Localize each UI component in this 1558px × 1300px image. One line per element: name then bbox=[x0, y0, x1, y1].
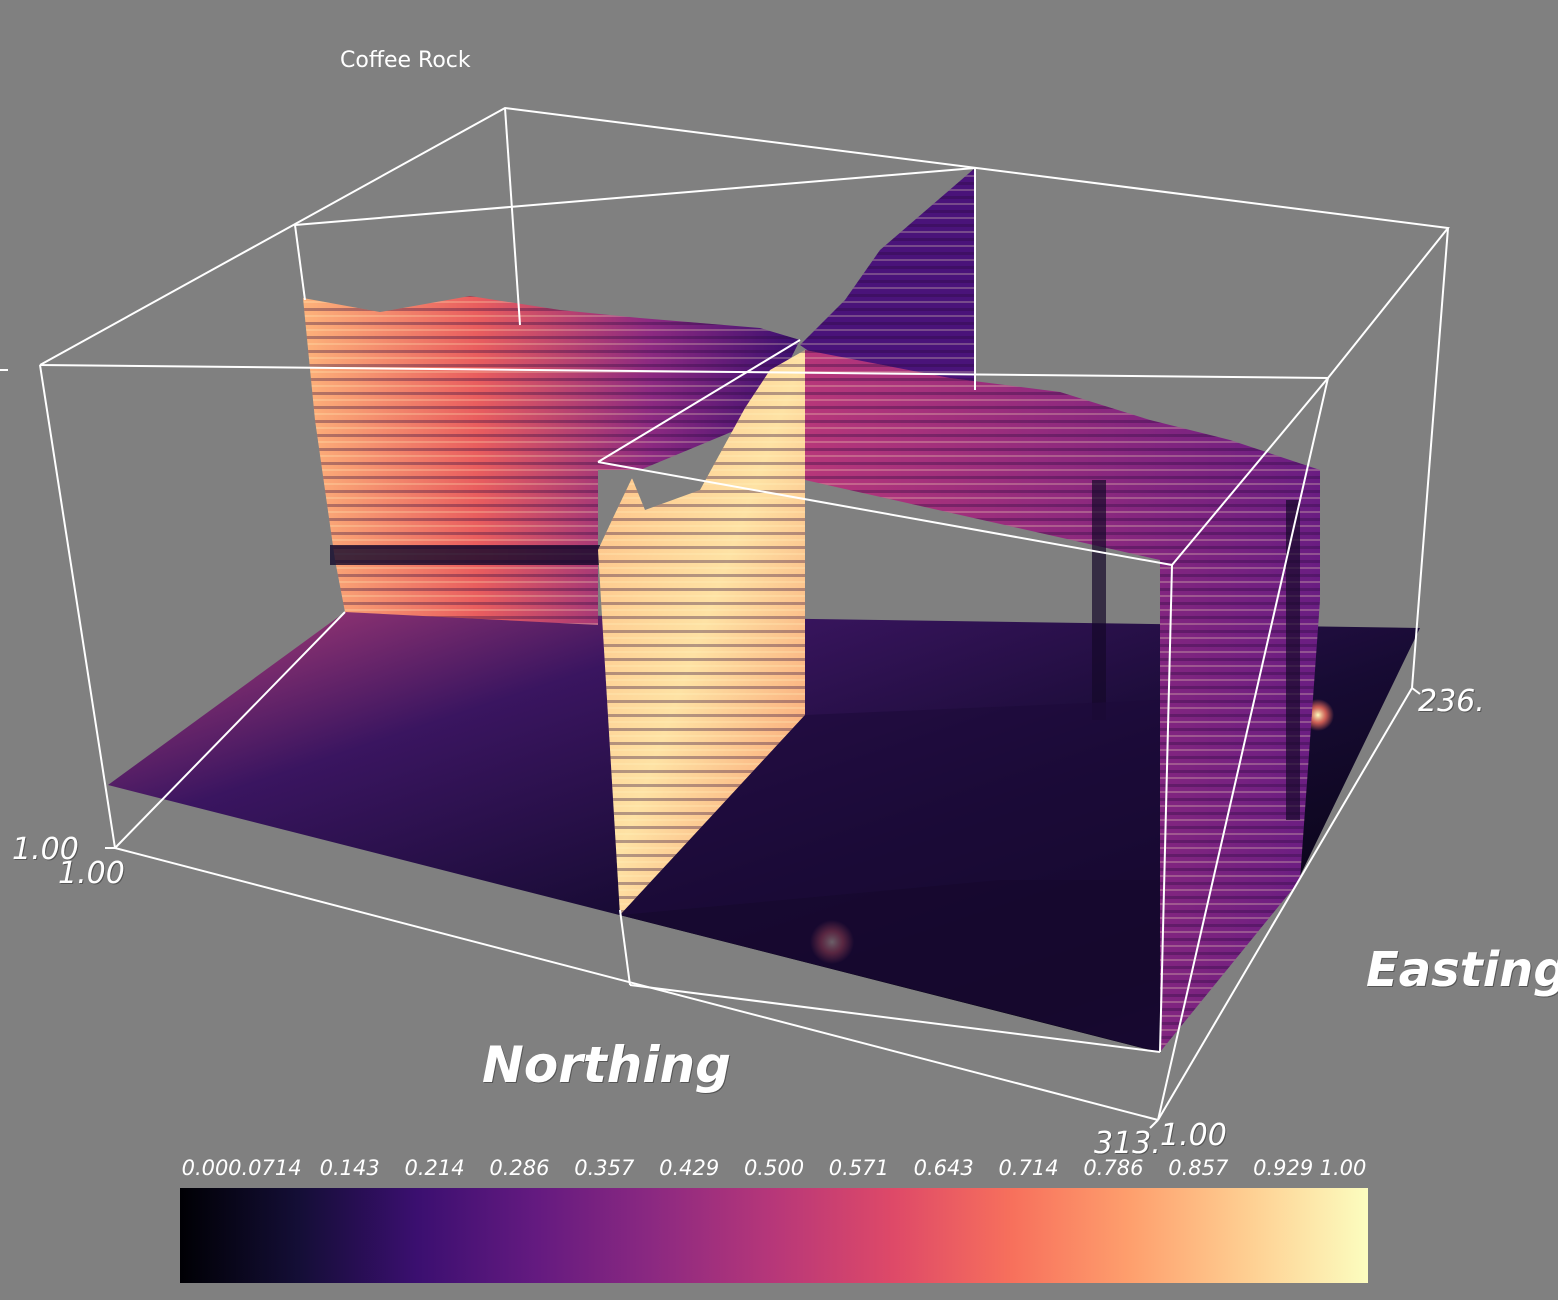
colorbar-tick-label: 0.214 bbox=[405, 1156, 465, 1180]
colorbar-tick-label: 0.0714 bbox=[228, 1156, 301, 1180]
colorbar-gradient bbox=[180, 1188, 1368, 1283]
northing-min-label: 1.00 bbox=[58, 856, 125, 891]
colorbar-tick-label: 0.929 bbox=[1253, 1156, 1313, 1180]
colorbar-tick-label: 0.571 bbox=[829, 1156, 889, 1180]
easting-max-label: 236. bbox=[1418, 684, 1485, 719]
section-dark-band bbox=[330, 545, 600, 565]
colorbar-tick-label: 1.00 bbox=[1320, 1156, 1367, 1180]
colorbar-tick-label: 0.714 bbox=[999, 1156, 1059, 1180]
easting-axis-title: Easting bbox=[1366, 942, 1558, 998]
northing-axis-title: Northing bbox=[482, 1036, 731, 1094]
colorbar-tick-label: 0.357 bbox=[574, 1156, 634, 1180]
chart-title: Coffee Rock bbox=[340, 48, 471, 73]
colorbar-tick-label: 0.00 bbox=[182, 1156, 229, 1180]
colorbar bbox=[180, 1188, 1368, 1283]
easting-min-label: 1.00 bbox=[1160, 1118, 1227, 1153]
colorbar-tick-label: 0.786 bbox=[1083, 1156, 1143, 1180]
colorbar-tick-label: 0.143 bbox=[320, 1156, 380, 1180]
section-right-dark-stripe bbox=[1092, 480, 1106, 720]
colorbar-tick-label: 0.286 bbox=[489, 1156, 549, 1180]
colorbar-tick-label: 0.857 bbox=[1168, 1156, 1228, 1180]
colorbar-tick-label: 0.500 bbox=[744, 1156, 804, 1180]
colorbar-tick-label: 0.429 bbox=[659, 1156, 719, 1180]
colorbar-tick-label: 0.643 bbox=[914, 1156, 974, 1180]
